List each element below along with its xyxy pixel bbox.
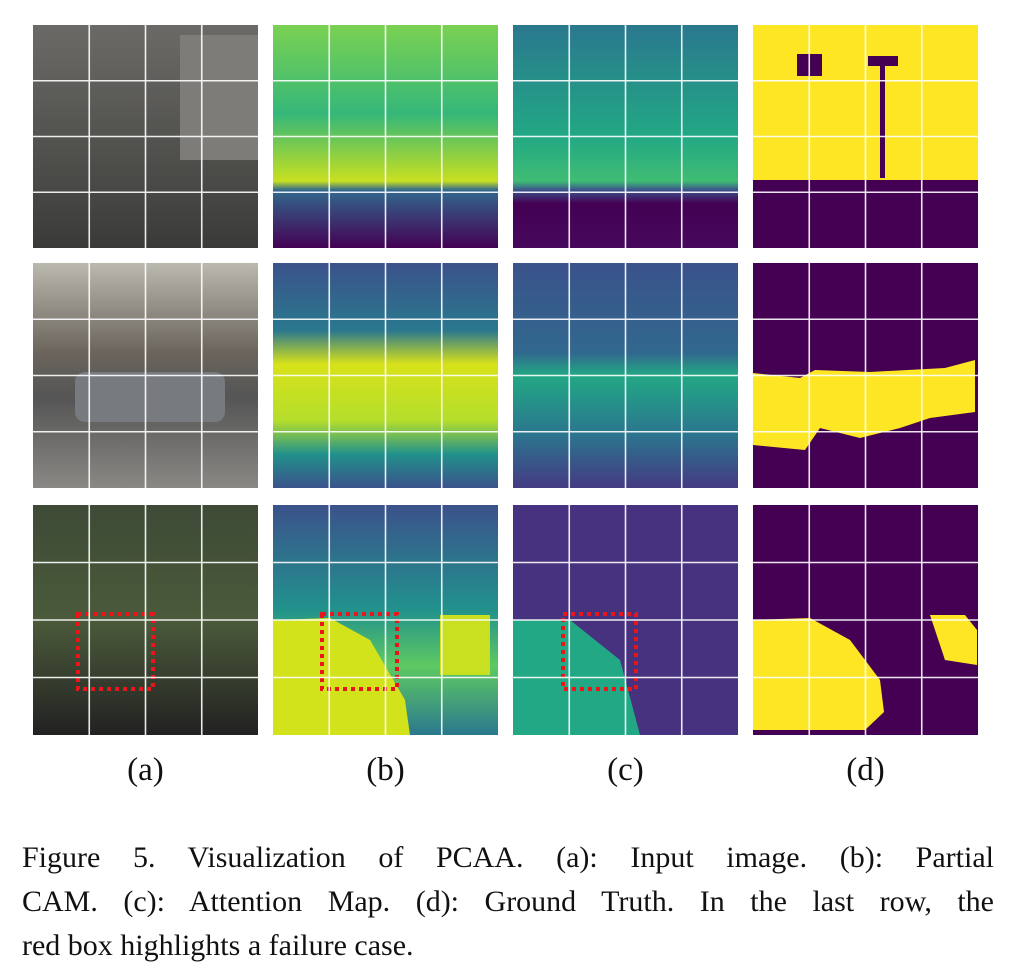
panel-label: (a)	[127, 752, 164, 788]
caption: Figure 5. Visualization of PCAA. (a): In…	[22, 836, 994, 968]
red-box	[76, 612, 155, 691]
failure-boxes	[76, 612, 638, 691]
panel-label: (c)	[607, 752, 644, 788]
caption-line: CAM. (c): Attention Map. (d): Ground Tru…	[22, 885, 994, 918]
building	[180, 35, 258, 160]
cars	[75, 372, 225, 422]
caption-line: red box highlights a failure case.	[22, 929, 414, 962]
gt-region	[753, 618, 884, 730]
caption-line: Figure 5. Visualization of PCAA. (a): In…	[22, 841, 994, 874]
panel-label: (d)	[846, 752, 885, 788]
red-box	[561, 612, 638, 691]
gt-pole	[880, 60, 885, 178]
cam-hot	[273, 618, 410, 735]
figure-panels	[33, 25, 978, 735]
grid-lines	[33, 25, 978, 735]
red-box	[320, 612, 399, 691]
cam-hot	[440, 615, 490, 675]
gt-region	[930, 615, 977, 665]
panel-label: (b)	[366, 752, 405, 788]
